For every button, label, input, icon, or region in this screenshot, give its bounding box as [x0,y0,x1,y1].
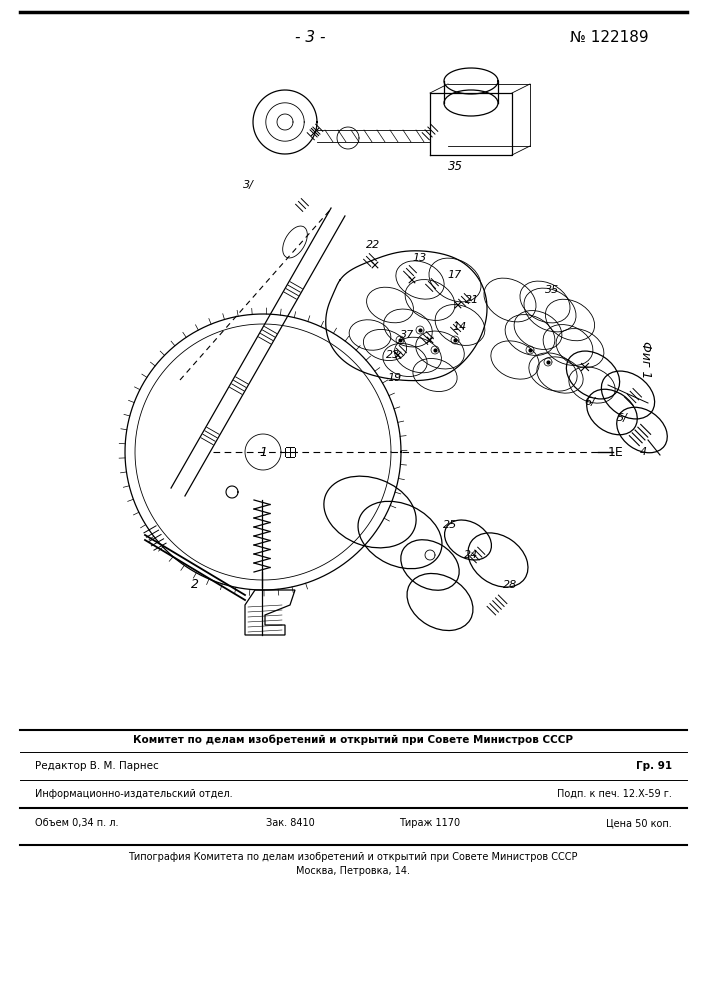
Text: Объем 0,34 п. л.: Объем 0,34 п. л. [35,818,119,828]
Text: Москва, Петровка, 14.: Москва, Петровка, 14. [296,866,410,876]
Text: № 122189: № 122189 [570,30,648,45]
Text: Фиг 1: Фиг 1 [638,341,651,379]
Text: 4: 4 [639,447,647,457]
Text: Редактор В. М. Парнес: Редактор В. М. Парнес [35,761,159,771]
Text: 13: 13 [413,253,427,263]
Text: 35: 35 [545,285,559,295]
Text: 5/: 5/ [617,413,627,423]
Text: Гр. 91: Гр. 91 [636,761,672,771]
Text: 25: 25 [443,520,457,530]
Text: 23: 23 [386,350,400,360]
Text: Зак. 8410: Зак. 8410 [266,818,315,828]
Text: 2: 2 [191,578,199,591]
Text: 14: 14 [453,322,467,332]
Text: Комитет по делам изобретений и открытий при Совете Министров СССР: Комитет по делам изобретений и открытий … [133,735,573,745]
Text: 35: 35 [448,160,462,173]
Text: Типография Комитета по делам изобретений и открытий при Совете Министров СССР: Типография Комитета по делам изобретений… [128,852,578,862]
Text: - 3 -: - 3 - [295,30,325,45]
Text: 37: 37 [400,330,414,340]
Text: 24: 24 [464,550,478,560]
Text: 3/: 3/ [243,180,253,190]
Text: 19: 19 [388,373,402,383]
Text: Подп. к печ. 12.Х-59 г.: Подп. к печ. 12.Х-59 г. [557,789,672,799]
Text: Информационно-издательский отдел.: Информационно-издательский отдел. [35,789,233,799]
Text: 1Е: 1Е [608,446,624,458]
Text: Цена 50 коп.: Цена 50 коп. [606,818,672,828]
Text: 28: 28 [503,580,517,590]
Text: Тираж 1170: Тираж 1170 [399,818,460,828]
Text: 1: 1 [259,446,267,458]
Text: 22: 22 [366,240,380,250]
Text: 21: 21 [465,295,479,305]
Text: 17: 17 [448,270,462,280]
Text: 6/: 6/ [585,397,595,407]
